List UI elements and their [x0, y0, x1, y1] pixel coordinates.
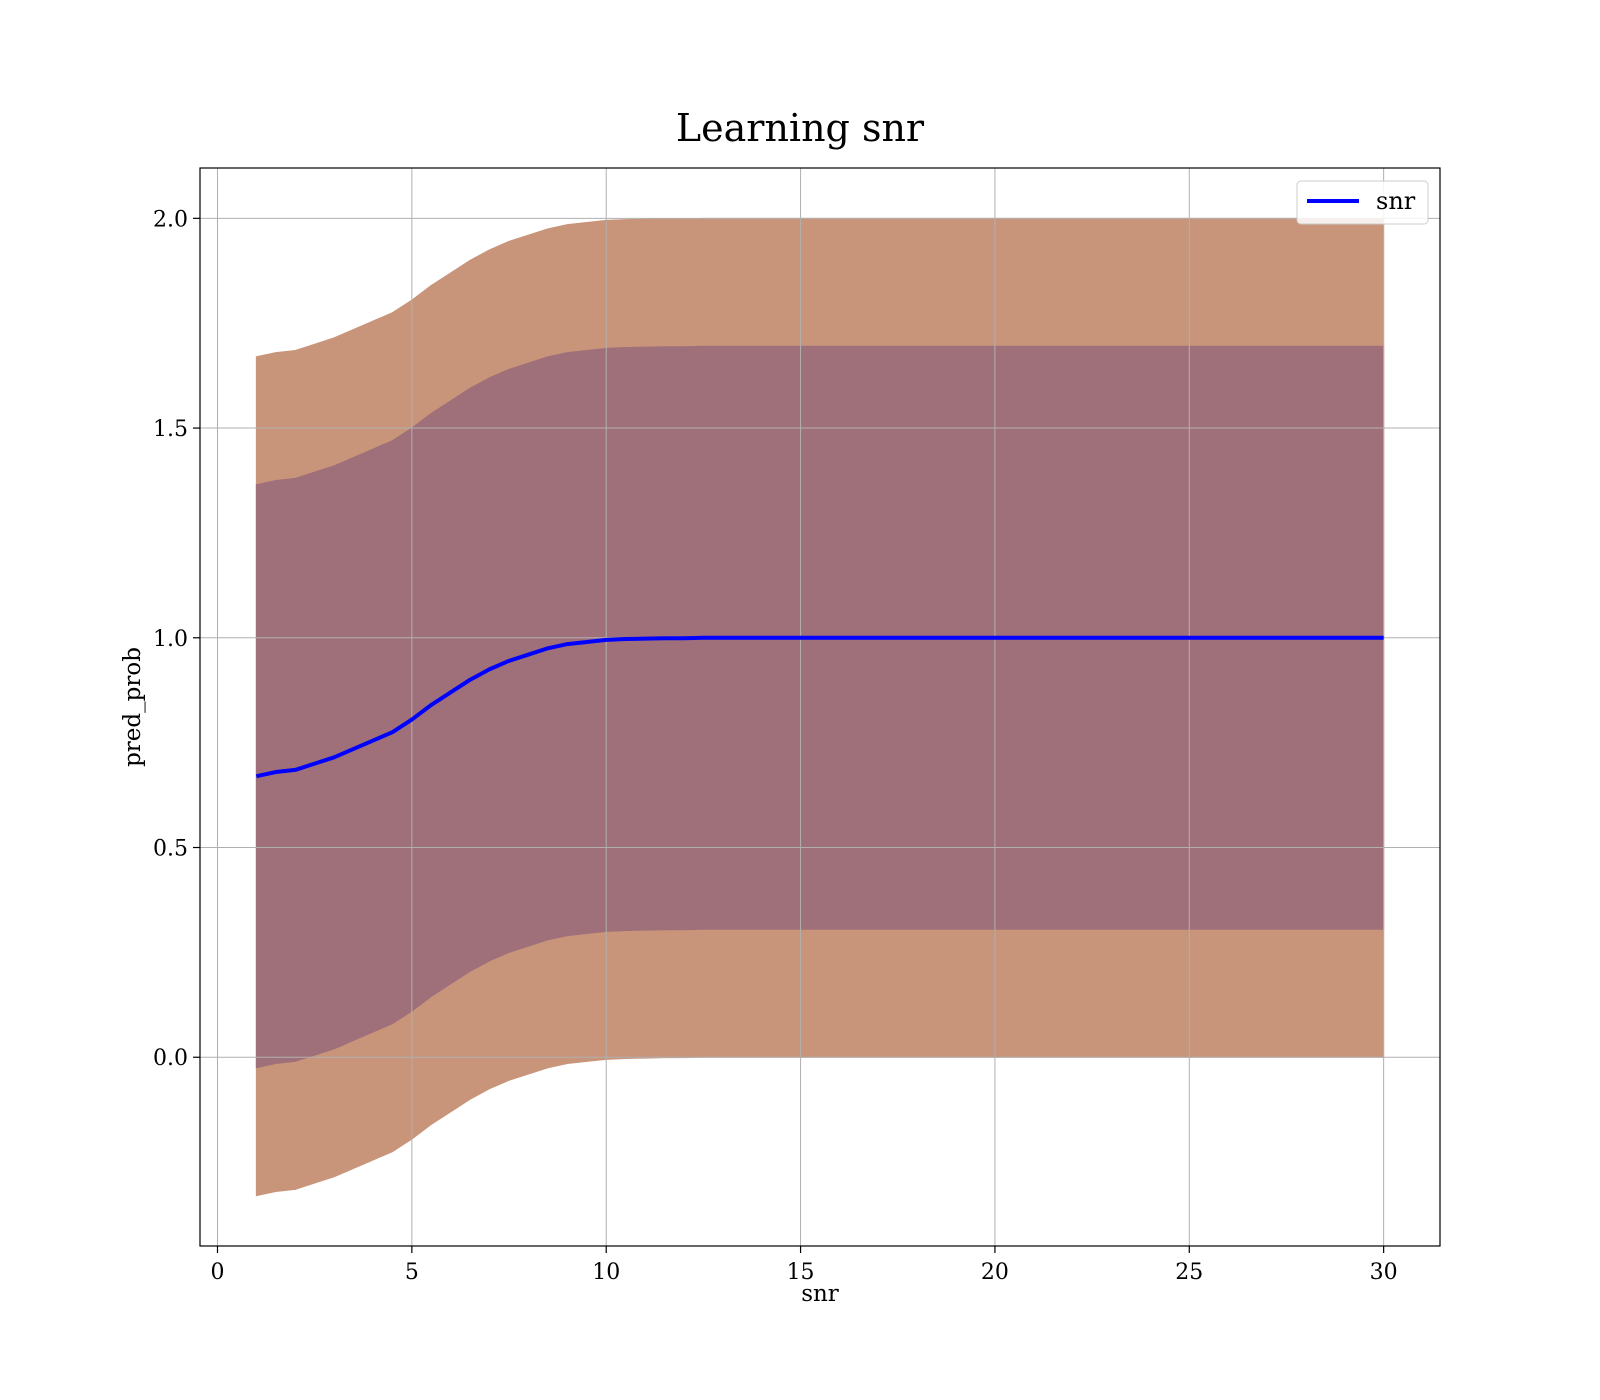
y-tick-label: 0.5: [153, 837, 188, 862]
plot-frame: [199, 167, 1441, 1247]
x-tick-label: 10: [592, 1260, 620, 1285]
x-tick-label: 20: [981, 1260, 1009, 1285]
x-tick-label: 5: [405, 1260, 419, 1285]
y-axis-label: pred_prob: [120, 647, 146, 767]
legend-box: [1296, 180, 1429, 225]
x-tick-label: 15: [787, 1260, 815, 1285]
x-tick-label: 0: [210, 1260, 224, 1285]
y-tick-label: 2.0: [153, 207, 188, 232]
x-tick-label: 30: [1370, 1260, 1398, 1285]
y-tick-label: 1.5: [153, 417, 188, 442]
confidence-bands: [255, 217, 1385, 1197]
grid: [200, 168, 1440, 1246]
x-axis-label: snr: [801, 1281, 839, 1307]
series-line-0: [255, 635, 1384, 779]
series-lines: [255, 635, 1384, 779]
legend-label: snr: [1376, 187, 1416, 215]
y-tick-label: 0.0: [153, 1046, 188, 1071]
legend: snr: [1296, 180, 1429, 225]
x-axis-ticks: 0 5 10 15 20 25 30: [210, 1246, 1398, 1285]
y-axis-ticks: 0.0 0.5 1.0 1.5 2.0: [153, 207, 200, 1071]
y-tick-label: 1.0: [153, 627, 188, 652]
x-tick-label: 25: [1175, 1260, 1203, 1285]
chart-title: Learning snr: [676, 106, 925, 150]
